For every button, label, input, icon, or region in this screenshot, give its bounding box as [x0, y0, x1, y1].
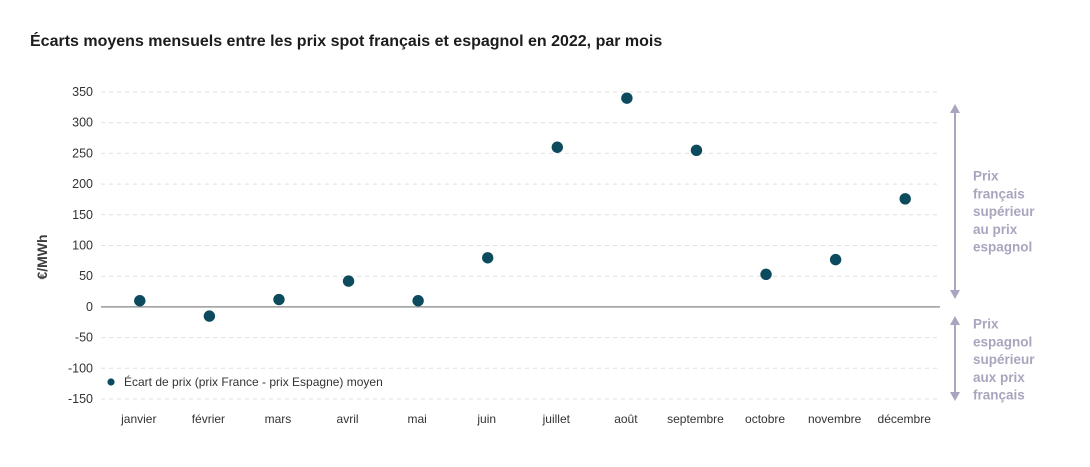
y-tick-label: 50 [79, 269, 93, 283]
x-tick-label: avril [337, 412, 359, 426]
data-point-8 [621, 92, 633, 104]
annotation-text-line: Prix [973, 317, 999, 332]
y-tick-label: 200 [72, 177, 93, 191]
legend: Écart de prix (prix France - prix Espagn… [107, 374, 383, 389]
annotation-text-line: Prix [973, 169, 999, 184]
x-axis: janvier février mars avril mai juin juillet aoû… [120, 412, 931, 426]
y-tick-label: -100 [68, 361, 93, 375]
annotation-text-line: français [973, 186, 1025, 201]
data-point-10 [760, 268, 772, 281]
x-tick-label: août [614, 412, 638, 426]
x-tick-label: décembre [878, 412, 932, 426]
data-point-6 [482, 252, 494, 264]
x-tick-label: juin [476, 412, 496, 426]
double-arrow-icon [950, 104, 960, 299]
data-point-2 [203, 310, 216, 322]
annotation-upper: Prix français supérieur au prix espagnol [950, 104, 1035, 299]
annotation-text-line: aux prix [973, 370, 1025, 385]
y-axis-label: €/MWh [34, 234, 50, 279]
double-arrow-icon [950, 316, 960, 401]
x-tick-label: novembre [808, 412, 862, 426]
arrow-head-down [950, 290, 960, 299]
arrow-head-up [950, 316, 960, 325]
annotation-text-line: espagnol [973, 240, 1032, 255]
x-tick-label: juillet [542, 412, 571, 426]
legend-label: Écart de prix (prix France - prix Espagn… [124, 374, 383, 389]
data-point-12 [899, 193, 911, 205]
y-tick-label: 0 [86, 300, 93, 314]
data-point-4 [342, 275, 355, 287]
legend-marker [107, 378, 115, 386]
annotation-text-line: au prix [973, 222, 1018, 237]
data-point-7 [551, 141, 563, 153]
y-tick-label: 150 [72, 208, 93, 222]
gridlines [101, 91, 940, 400]
chart-title: Écarts moyens mensuels entre les prix sp… [30, 31, 662, 50]
annotation-text-line: français [973, 388, 1025, 403]
arrow-head-down [950, 392, 960, 401]
y-tick-label: 100 [72, 239, 93, 253]
annotation-lower: Prix espagnol supérieur aux prix français [950, 316, 1035, 403]
y-tick-label: 250 [72, 146, 93, 160]
data-series [134, 92, 911, 322]
data-point-3 [273, 293, 285, 306]
y-tick-label: 300 [72, 116, 93, 130]
y-tick-label: 350 [72, 85, 93, 99]
x-tick-label: février [192, 412, 225, 426]
data-point-1 [134, 295, 146, 307]
arrow-head-up [950, 104, 960, 113]
y-tick-label: -150 [68, 392, 93, 406]
annotation-text-line: supérieur [973, 204, 1035, 219]
data-point-5 [412, 295, 424, 307]
x-tick-label: mars [265, 412, 292, 426]
data-point-11 [829, 253, 842, 266]
x-tick-label: octobre [745, 412, 785, 426]
x-tick-label: mai [407, 412, 426, 426]
y-tick-label: -50 [75, 331, 93, 345]
x-tick-label: janvier [120, 412, 156, 426]
data-point-9 [690, 144, 703, 157]
annotation-text-line: supérieur [973, 352, 1035, 367]
annotation-text-line: espagnol [973, 334, 1032, 349]
x-tick-label: septembre [667, 412, 724, 426]
y-axis: 350 300 250 200 150 100 50 0 -50 -100 -150 [68, 85, 93, 406]
